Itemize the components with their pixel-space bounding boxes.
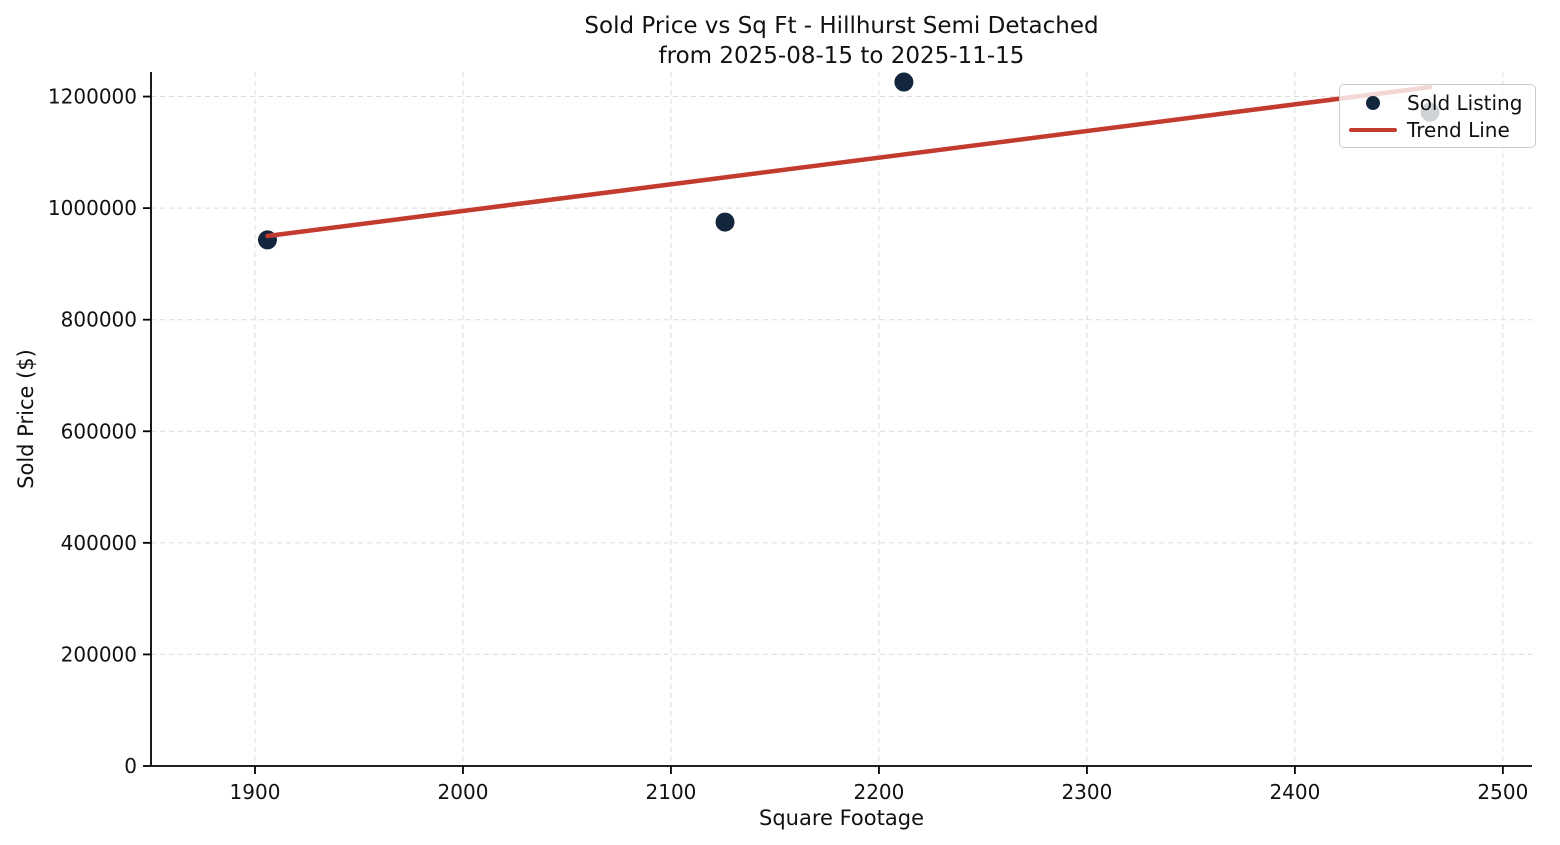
chart-subtitle: from 2025-08-15 to 2025-11-15 [658, 43, 1025, 69]
y-tick-label: 400000 [61, 531, 137, 555]
sold-listing-marker-icon [1349, 95, 1397, 110]
legend-item-sold-listing: Sold Listing [1349, 89, 1527, 116]
x-tick-label: 1900 [230, 780, 281, 804]
chart-title: Sold Price vs Sq Ft - Hillhurst Semi Det… [584, 13, 1099, 39]
x-tick-label: 2100 [646, 780, 697, 804]
x-tick-label: 2200 [853, 780, 904, 804]
x-tick-label: 2400 [1269, 780, 1320, 804]
chart-title-block: Sold Price vs Sq Ft - Hillhurst Semi Det… [151, 11, 1532, 71]
x-axis-label: Square Footage [759, 806, 924, 830]
x-tick-label: 2300 [1061, 780, 1112, 804]
legend: Sold Listing Trend Line [1339, 84, 1536, 148]
scatter-point [894, 72, 914, 92]
legend-label-trend-line: Trend Line [1407, 117, 1510, 142]
y-tick-label: 200000 [61, 642, 137, 666]
y-tick-label: 1200000 [48, 85, 137, 109]
scatter-point [715, 212, 735, 232]
x-tick-label: 2000 [438, 780, 489, 804]
trend-line-swatch-icon [1349, 127, 1397, 132]
y-tick-label: 0 [124, 754, 137, 778]
y-tick-label: 800000 [61, 308, 137, 332]
legend-label-sold-listing: Sold Listing [1407, 90, 1523, 115]
trend-line [265, 84, 1433, 239]
x-tick-label: 2500 [1477, 780, 1528, 804]
y-tick-label: 600000 [61, 419, 137, 443]
legend-item-trend-line: Trend Line [1349, 116, 1527, 143]
y-tick-label: 1000000 [48, 196, 137, 220]
